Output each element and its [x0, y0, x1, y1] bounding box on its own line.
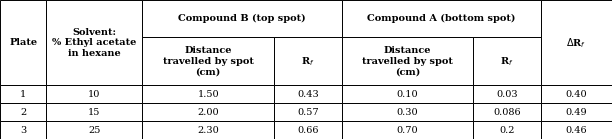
Text: 0.03: 0.03	[496, 90, 518, 99]
Text: 3: 3	[20, 126, 26, 135]
Text: R$_f$: R$_f$	[501, 55, 513, 68]
Bar	[341, 0, 541, 37]
Text: Compound B (top spot): Compound B (top spot)	[178, 14, 306, 23]
Bar	[0, 85, 47, 103]
Text: 1.50: 1.50	[197, 90, 219, 99]
Bar	[274, 37, 341, 85]
Text: R$_f$: R$_f$	[301, 55, 315, 68]
Text: 0.2: 0.2	[499, 126, 515, 135]
Bar	[274, 85, 341, 103]
Text: Plate: Plate	[9, 38, 37, 47]
Bar	[143, 37, 274, 85]
Text: 0.57: 0.57	[297, 108, 319, 117]
Bar	[541, 121, 612, 139]
Bar	[341, 121, 473, 139]
Bar	[0, 103, 47, 121]
Bar	[143, 121, 274, 139]
Text: Distance
travelled by spot
(cm): Distance travelled by spot (cm)	[163, 46, 253, 76]
Text: 15: 15	[88, 108, 100, 117]
Text: 0.66: 0.66	[297, 126, 318, 135]
Bar	[47, 0, 143, 85]
Bar	[341, 37, 473, 85]
Bar	[473, 85, 541, 103]
Text: 10: 10	[88, 90, 100, 99]
Text: Solvent:
% Ethyl acetate
in hexane: Solvent: % Ethyl acetate in hexane	[52, 28, 136, 58]
Text: 0.40: 0.40	[565, 90, 588, 99]
Bar	[473, 103, 541, 121]
Text: 0.30: 0.30	[397, 108, 418, 117]
Bar	[473, 37, 541, 85]
Text: 0.46: 0.46	[565, 126, 588, 135]
Bar	[47, 85, 143, 103]
Bar	[341, 85, 473, 103]
Bar	[341, 103, 473, 121]
Text: Distance
travelled by spot
(cm): Distance travelled by spot (cm)	[362, 46, 453, 76]
Bar	[0, 121, 47, 139]
Bar	[541, 0, 612, 85]
Bar	[143, 85, 274, 103]
Bar	[0, 0, 47, 85]
Bar	[143, 0, 341, 37]
Text: 0.10: 0.10	[397, 90, 418, 99]
Bar	[47, 121, 143, 139]
Bar	[541, 103, 612, 121]
Bar	[541, 85, 612, 103]
Text: 0.086: 0.086	[493, 108, 521, 117]
Text: 0.49: 0.49	[565, 108, 588, 117]
Bar	[274, 121, 341, 139]
Text: 0.70: 0.70	[397, 126, 418, 135]
Text: 2.00: 2.00	[197, 108, 219, 117]
Bar	[473, 121, 541, 139]
Bar	[143, 103, 274, 121]
Text: 1: 1	[20, 90, 26, 99]
Text: 25: 25	[88, 126, 100, 135]
Text: 0.43: 0.43	[297, 90, 319, 99]
Text: 2: 2	[20, 108, 26, 117]
Text: Compound A (bottom spot): Compound A (bottom spot)	[367, 14, 515, 23]
Bar	[47, 103, 143, 121]
Text: $\Delta$R$_f$: $\Delta$R$_f$	[566, 36, 586, 50]
Bar	[274, 103, 341, 121]
Text: 2.30: 2.30	[197, 126, 219, 135]
